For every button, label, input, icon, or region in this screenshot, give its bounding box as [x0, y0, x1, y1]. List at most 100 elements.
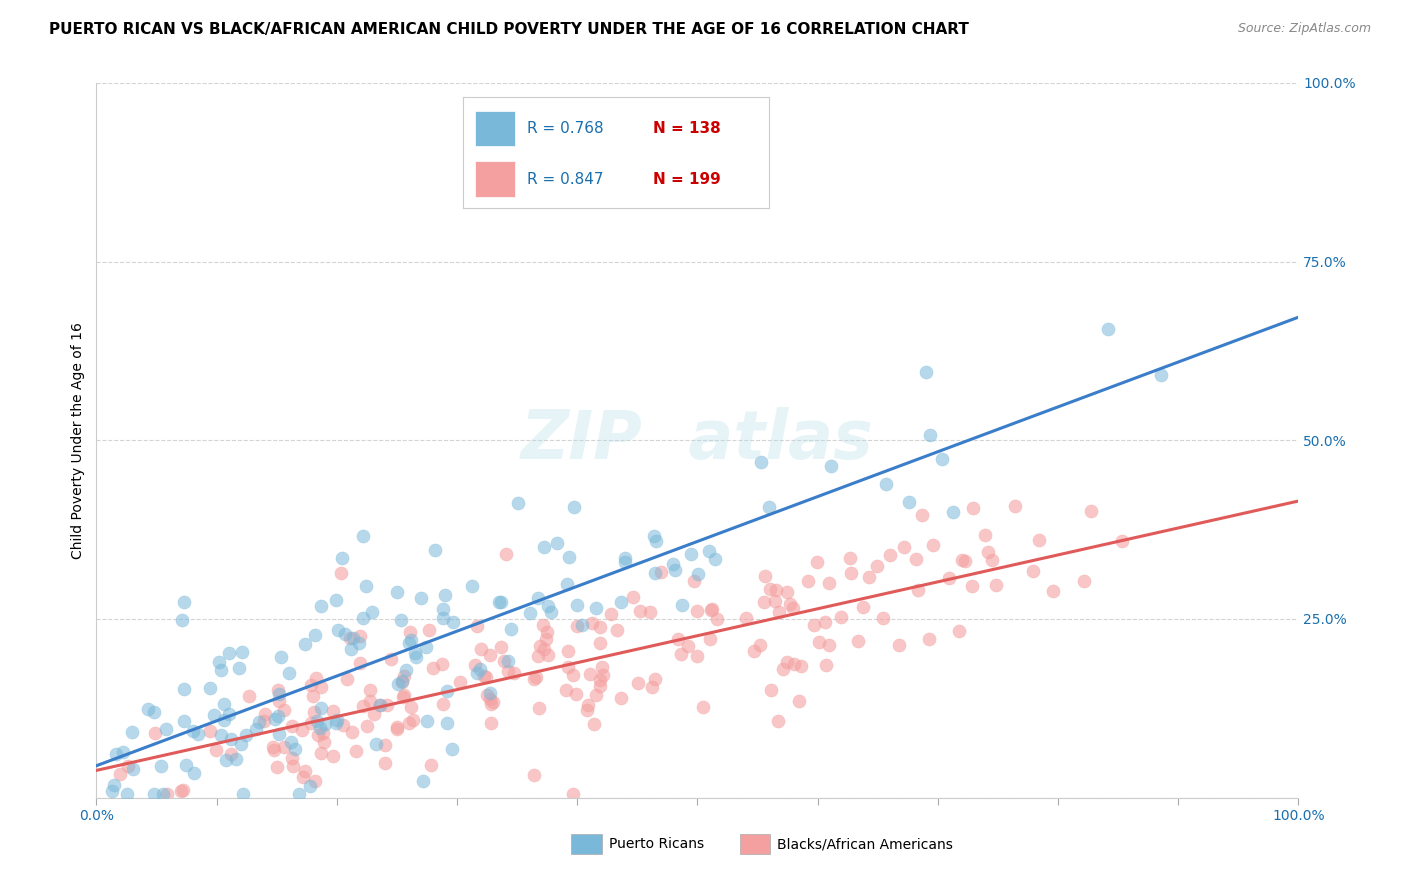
Point [143, 725, 166, 739]
Point [312, 726, 335, 740]
Point [143, 705, 166, 719]
Point [706, 612, 728, 626]
Point [399, 633, 422, 648]
Point [931, 451, 953, 466]
Point [592, 668, 614, 682]
Point [887, 638, 910, 652]
Point [115, 787, 138, 801]
Point [309, 746, 332, 760]
Point [803, 617, 825, 632]
Point [776, 585, 799, 599]
Point [628, 604, 651, 618]
Point [839, 551, 862, 566]
Point [112, 745, 135, 759]
Point [432, 657, 454, 672]
Point [562, 500, 585, 515]
Point [752, 595, 775, 609]
Point [280, 719, 302, 733]
Point [263, 743, 285, 757]
Point [436, 684, 458, 698]
Point [340, 641, 363, 656]
Point [344, 744, 367, 758]
Point [565, 687, 588, 701]
Point [420, 758, 443, 772]
Point [235, 728, 257, 742]
Point [291, 723, 314, 737]
Point [787, 694, 810, 708]
Point [218, 707, 240, 722]
Point [748, 639, 770, 653]
Point [359, 694, 381, 708]
Point [503, 665, 526, 680]
Point [561, 787, 583, 801]
Point [814, 615, 837, 629]
Point [122, 762, 145, 776]
Point [309, 680, 332, 694]
Point [326, 623, 349, 637]
Point [364, 737, 387, 751]
Point [121, 725, 143, 739]
Point [519, 606, 541, 620]
Point [284, 741, 307, 756]
Point [879, 548, 901, 562]
Point [495, 547, 517, 561]
Point [231, 645, 253, 659]
Point [387, 720, 409, 734]
Point [368, 698, 391, 712]
Point [950, 553, 973, 567]
Point [644, 566, 666, 581]
Point [585, 688, 607, 702]
Point [645, 534, 668, 549]
Point [176, 758, 198, 772]
Point [669, 647, 692, 661]
Point [858, 570, 880, 584]
Point [208, 656, 231, 670]
Text: Blacks/African Americans: Blacks/African Americans [778, 837, 953, 851]
Point [481, 716, 503, 731]
Point [299, 715, 322, 730]
Point [392, 688, 415, 702]
Point [782, 601, 804, 615]
Point [322, 704, 344, 718]
Point [352, 611, 374, 625]
Point [904, 552, 927, 566]
Point [472, 668, 495, 682]
Point [558, 549, 581, 564]
Point [686, 566, 709, 581]
Point [846, 634, 869, 648]
Point [496, 664, 519, 678]
Point [735, 611, 758, 625]
Point [621, 590, 644, 604]
Point [270, 649, 292, 664]
Point [266, 760, 288, 774]
Point [664, 563, 686, 577]
Point [415, 640, 437, 655]
Point [441, 615, 464, 629]
Point [325, 716, 347, 731]
Point [314, 717, 336, 731]
Point [464, 658, 486, 673]
Point [918, 632, 941, 646]
Point [581, 615, 603, 630]
Point [561, 668, 583, 682]
Point [281, 758, 304, 772]
Point [304, 705, 326, 719]
Point [600, 607, 623, 621]
Point [398, 716, 420, 731]
Point [955, 554, 977, 568]
Point [807, 635, 830, 649]
Point [280, 735, 302, 749]
Point [938, 571, 960, 585]
Point [368, 698, 391, 713]
Point [288, 787, 311, 801]
Point [852, 599, 875, 614]
Point [104, 747, 127, 762]
Point [776, 655, 799, 669]
Point [152, 787, 174, 801]
Point [830, 610, 852, 624]
Point [108, 766, 131, 780]
Point [761, 683, 783, 698]
Point [508, 496, 530, 510]
Point [613, 551, 636, 566]
Point [575, 703, 598, 717]
